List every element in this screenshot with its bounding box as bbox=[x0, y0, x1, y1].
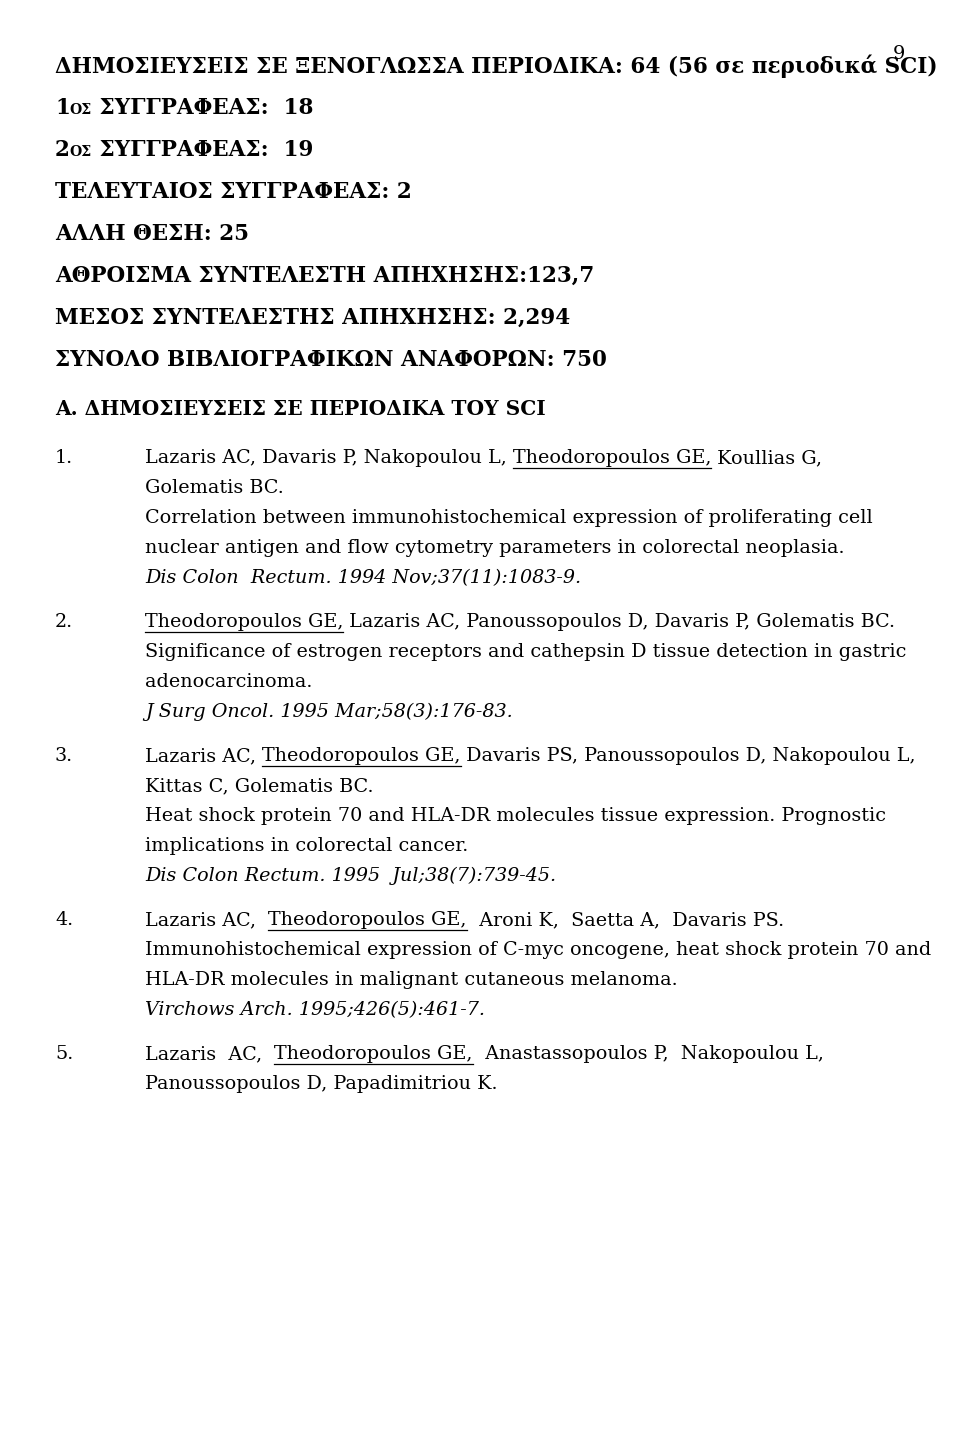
Text: Theodoropoulos GE,: Theodoropoulos GE, bbox=[513, 449, 711, 467]
Text: 2.: 2. bbox=[55, 613, 73, 630]
Text: Koullias G,: Koullias G, bbox=[711, 449, 823, 467]
Text: ΣΥΓΓΡΑΦΕΑΣ:  18: ΣΥΓΓΡΑΦΕΑΣ: 18 bbox=[92, 98, 314, 119]
Text: ΟΣ: ΟΣ bbox=[70, 103, 92, 116]
Text: Significance of estrogen receptors and cathepsin D tissue detection in gastric: Significance of estrogen receptors and c… bbox=[145, 643, 906, 661]
Text: Lazaris AC,: Lazaris AC, bbox=[145, 747, 262, 765]
Text: HLA-DR molecules in malignant cutaneous melanoma.: HLA-DR molecules in malignant cutaneous … bbox=[145, 971, 678, 989]
Text: Α. ΔΗΜΟΣΙΕΥΣΕΙΣ ΣΕ ΠΕΡΙΟΔΙΚΑ ΤΟΥ SCI: Α. ΔΗΜΟΣΙΕΥΣΕΙΣ ΣΕ ΠΕΡΙΟΔΙΚΑ ΤΟΥ SCI bbox=[55, 399, 545, 419]
Text: 9: 9 bbox=[893, 45, 905, 63]
Text: Immunohistochemical expression of C-myc oncogene, heat shock protein 70 and: Immunohistochemical expression of C-myc … bbox=[145, 941, 931, 959]
Text: Lazaris AC, Panoussopoulos D, Davaris P, Golematis BC.: Lazaris AC, Panoussopoulos D, Davaris P,… bbox=[344, 613, 896, 630]
Text: Lazaris AC, Davaris P, Nakopoulou L,: Lazaris AC, Davaris P, Nakopoulou L, bbox=[145, 449, 513, 467]
Text: ΣΥΝΟΛΟ ΒΙΒΛΙΟΓΡΑΦΙΚΩΝ ΑΝΑΦΟΡΩΝ: 750: ΣΥΝΟΛΟ ΒΙΒΛΙΟΓΡΑΦΙΚΩΝ ΑΝΑΦΟΡΩΝ: 750 bbox=[55, 349, 607, 370]
Text: adenocarcinoma.: adenocarcinoma. bbox=[145, 673, 312, 691]
Text: nuclear antigen and flow cytometry parameters in colorectal neoplasia.: nuclear antigen and flow cytometry param… bbox=[145, 538, 845, 557]
Text: Heat shock protein 70 and HLA-DR molecules tissue expression. Prognostic: Heat shock protein 70 and HLA-DR molecul… bbox=[145, 807, 886, 826]
Text: ΑΘΡΟΙΣΜΑ ΣΥΝΤΕΛΕΣΤΗ ΑΠΗΧΗΣΗΣ:123,7: ΑΘΡΟΙΣΜΑ ΣΥΝΤΕΛΕΣΤΗ ΑΠΗΧΗΣΗΣ:123,7 bbox=[55, 266, 594, 287]
Text: Correlation between immunohistochemical expression of proliferating cell: Correlation between immunohistochemical … bbox=[145, 508, 873, 527]
Text: Lazaris  AC,: Lazaris AC, bbox=[145, 1045, 275, 1063]
Text: Lazaris AC,: Lazaris AC, bbox=[145, 910, 268, 929]
Text: implications in colorectal cancer.: implications in colorectal cancer. bbox=[145, 837, 468, 854]
Text: Golematis BC.: Golematis BC. bbox=[145, 480, 284, 497]
Text: 1: 1 bbox=[55, 98, 70, 119]
Text: 5.: 5. bbox=[55, 1045, 73, 1063]
Text: Anastassopoulos P,  Nakopoulou L,: Anastassopoulos P, Nakopoulou L, bbox=[472, 1045, 824, 1063]
Text: ΑΛΛΗ ΘΕΣΗ: 25: ΑΛΛΗ ΘΕΣΗ: 25 bbox=[55, 223, 249, 246]
Text: Dis Colon  Rectum. 1994 Nov;37(11):1083-9.: Dis Colon Rectum. 1994 Nov;37(11):1083-9… bbox=[145, 569, 581, 587]
Text: 4.: 4. bbox=[55, 910, 73, 929]
Text: 3.: 3. bbox=[55, 747, 73, 765]
Text: ΤΕΛΕΥΤΑΙΟΣ ΣΥΓΓΡΑΦΕΑΣ: 2: ΤΕΛΕΥΤΑΙΟΣ ΣΥΓΓΡΑΦΕΑΣ: 2 bbox=[55, 181, 412, 202]
Text: J Surg Oncol. 1995 Mar;58(3):176-83.: J Surg Oncol. 1995 Mar;58(3):176-83. bbox=[145, 704, 513, 721]
Text: Theodoropoulos GE,: Theodoropoulos GE, bbox=[262, 747, 461, 765]
Text: Dis Colon Rectum. 1995  Jul;38(7):739-45.: Dis Colon Rectum. 1995 Jul;38(7):739-45. bbox=[145, 867, 556, 885]
Text: ΟΣ: ΟΣ bbox=[70, 145, 92, 159]
Text: Theodoropoulos GE,: Theodoropoulos GE, bbox=[268, 910, 467, 929]
Text: ΔΗΜΟΣΙΕΥΣΕΙΣ ΣΕ ΞΕΝΟΓΛΩΣΣΑ ΠΕΡΙΟΔΙΚΑ: 64 (56 σε περιοδικά SCI): ΔΗΜΟΣΙΕΥΣΕΙΣ ΣΕ ΞΕΝΟΓΛΩΣΣΑ ΠΕΡΙΟΔΙΚΑ: 64… bbox=[55, 55, 938, 79]
Text: 1.: 1. bbox=[55, 449, 73, 467]
Text: Theodoropoulos GE,: Theodoropoulos GE, bbox=[275, 1045, 472, 1063]
Text: ΣΥΓΓΡΑΦΕΑΣ:  19: ΣΥΓΓΡΑΦΕΑΣ: 19 bbox=[92, 139, 314, 161]
Text: Panoussopoulos D, Papadimitriou K.: Panoussopoulos D, Papadimitriou K. bbox=[145, 1076, 497, 1093]
Text: 2: 2 bbox=[55, 139, 70, 161]
Text: Aroni K,  Saetta A,  Davaris PS.: Aroni K, Saetta A, Davaris PS. bbox=[467, 910, 783, 929]
Text: Theodoropoulos GE,: Theodoropoulos GE, bbox=[145, 613, 344, 630]
Text: Kittas C, Golematis BC.: Kittas C, Golematis BC. bbox=[145, 777, 373, 796]
Text: Davaris PS, Panoussopoulos D, Nakopoulou L,: Davaris PS, Panoussopoulos D, Nakopoulou… bbox=[461, 747, 916, 765]
Text: ΜΕΣΟΣ ΣΥΝΤΕΛΕΣΤΗΣ ΑΠΗΧΗΣΗΣ: 2,294: ΜΕΣΟΣ ΣΥΝΤΕΛΕΣΤΗΣ ΑΠΗΧΗΣΗΣ: 2,294 bbox=[55, 307, 570, 329]
Text: Virchows Arch. 1995;426(5):461-7.: Virchows Arch. 1995;426(5):461-7. bbox=[145, 1001, 485, 1020]
